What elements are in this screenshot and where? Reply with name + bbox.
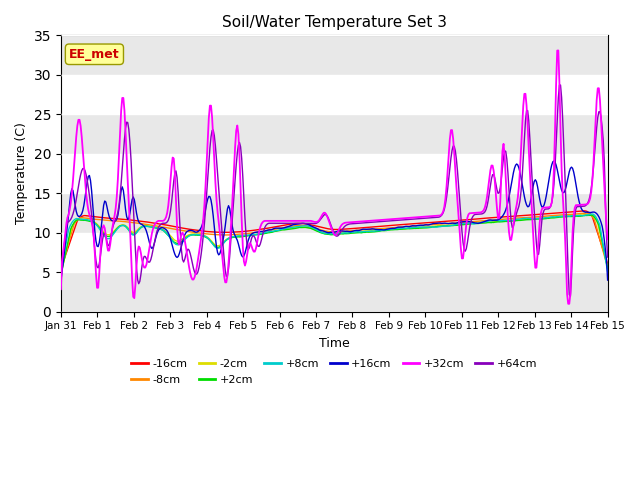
+2cm [320, 231, 328, 237]
Bar [61, 193, 607, 233]
-16cm [505, 214, 513, 219]
Legend: -16cm, -8cm, -2cm, +2cm, +8cm, +16cm, +32cm, +64cm: -16cm, -8cm, -2cm, +2cm, +8cm, +16cm, +3… [127, 355, 541, 389]
+32cm [57, 286, 65, 292]
+32cm [353, 219, 360, 225]
-2cm [604, 264, 611, 270]
-2cm [317, 229, 324, 235]
-2cm [586, 212, 594, 217]
+8cm [320, 230, 328, 236]
-8cm [583, 210, 591, 216]
+64cm [593, 125, 600, 131]
Line: -16cm: -16cm [61, 211, 607, 269]
+64cm [604, 254, 611, 260]
+8cm [57, 271, 65, 276]
-8cm [317, 227, 324, 233]
-2cm [57, 271, 65, 276]
-8cm [383, 226, 390, 231]
+32cm [320, 210, 328, 216]
+8cm [592, 214, 600, 219]
+32cm [554, 48, 562, 53]
+32cm [383, 216, 390, 222]
Line: -8cm: -8cm [61, 213, 607, 269]
-8cm [57, 266, 65, 272]
+2cm [317, 230, 324, 236]
+32cm [505, 229, 513, 235]
+32cm [593, 97, 600, 103]
+64cm [353, 220, 360, 226]
+16cm [550, 158, 558, 164]
+64cm [566, 293, 574, 299]
Y-axis label: Temperature (C): Temperature (C) [15, 122, 28, 225]
Bar [61, 36, 607, 75]
+8cm [588, 211, 596, 217]
+8cm [505, 218, 513, 224]
-2cm [592, 216, 600, 222]
+16cm [320, 228, 328, 234]
Bar [61, 114, 607, 154]
+8cm [353, 229, 360, 235]
Line: +64cm: +64cm [61, 85, 607, 296]
+16cm [604, 277, 611, 283]
-16cm [317, 224, 324, 230]
+32cm [604, 237, 611, 242]
+16cm [505, 194, 513, 200]
+2cm [592, 216, 600, 221]
-8cm [592, 221, 600, 227]
+64cm [505, 188, 513, 193]
+32cm [564, 301, 572, 307]
-2cm [383, 227, 390, 232]
+16cm [57, 277, 65, 283]
-16cm [592, 224, 600, 229]
+64cm [57, 287, 65, 292]
+2cm [383, 228, 390, 233]
+16cm [592, 210, 600, 216]
+16cm [317, 228, 324, 233]
-2cm [505, 217, 513, 223]
Bar [61, 272, 607, 312]
-8cm [604, 264, 611, 270]
+64cm [383, 218, 390, 224]
+16cm [353, 228, 360, 233]
+2cm [57, 272, 65, 278]
Line: +16cm: +16cm [61, 161, 607, 280]
+2cm [353, 230, 360, 236]
+8cm [383, 227, 390, 233]
-16cm [604, 261, 611, 266]
-16cm [383, 223, 390, 229]
Line: -2cm: -2cm [61, 215, 607, 274]
-16cm [580, 208, 588, 214]
+32cm [317, 215, 324, 221]
-8cm [320, 228, 328, 234]
Title: Soil/Water Temperature Set 3: Soil/Water Temperature Set 3 [222, 15, 447, 30]
-2cm [353, 229, 360, 235]
Line: +32cm: +32cm [61, 50, 607, 304]
-16cm [57, 266, 65, 272]
Line: +2cm: +2cm [61, 215, 607, 275]
-8cm [505, 216, 513, 222]
Text: EE_met: EE_met [69, 48, 120, 61]
+64cm [320, 212, 328, 218]
Line: +8cm: +8cm [61, 214, 607, 274]
-8cm [353, 228, 360, 233]
+2cm [604, 265, 611, 271]
-16cm [353, 225, 360, 231]
+8cm [317, 229, 324, 235]
+2cm [505, 218, 513, 224]
X-axis label: Time: Time [319, 337, 349, 350]
+64cm [557, 82, 564, 88]
+16cm [383, 227, 390, 232]
-16cm [320, 225, 328, 231]
+64cm [317, 216, 324, 222]
+8cm [604, 269, 611, 275]
-2cm [320, 229, 328, 235]
+2cm [588, 212, 595, 218]
